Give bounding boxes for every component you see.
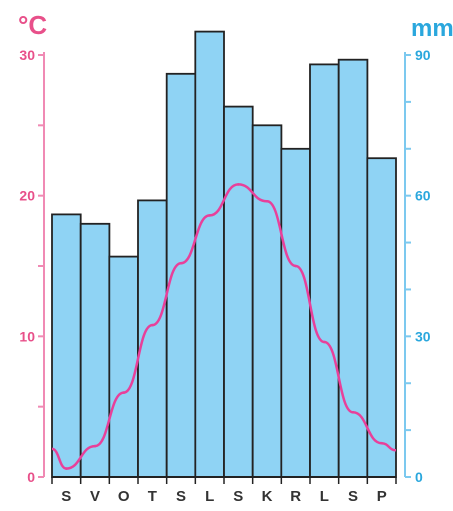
temperature-point-1 (65, 467, 68, 470)
temperature-point-2 (93, 444, 97, 448)
right-tick-label: 0 (415, 469, 423, 485)
temperature-point-5 (179, 261, 183, 265)
month-label-12: P (377, 488, 387, 505)
precip-bar-8 (251, 124, 283, 478)
month-label-1: S (61, 488, 71, 505)
left-tick-label: 30 (19, 47, 35, 63)
left-tick-label: 20 (19, 188, 35, 204)
month-label-4: T (148, 488, 157, 505)
month-label-5: S (176, 488, 186, 505)
left-tick-label: 0 (27, 469, 35, 485)
temperature-point-10 (323, 340, 326, 344)
precipitation-bars (51, 30, 397, 478)
right-tick-label: 90 (415, 47, 431, 63)
left-axis-unit: °C (18, 10, 47, 40)
temperature-line (51, 183, 397, 470)
precip-bar-12 (366, 157, 397, 478)
temperature-point-9 (294, 264, 298, 268)
month-label-7: S (233, 488, 243, 505)
precip-bar-2 (79, 222, 111, 478)
temperature-line-group (51, 183, 397, 470)
temperature-point-11 (351, 411, 355, 414)
month-label-11: S (348, 488, 358, 505)
right-axis-unit: mm (411, 15, 453, 42)
temperature-point-4 (151, 323, 154, 327)
temperature-point-8 (265, 200, 269, 203)
temperature-point-7 (237, 183, 240, 186)
precip-bar-9 (280, 147, 311, 478)
precip-bar-11 (337, 58, 369, 478)
temperature-point-12 (380, 441, 384, 445)
month-label-9: R (290, 488, 301, 505)
precip-bar-6 (194, 30, 225, 478)
left-tick-label: 10 (19, 328, 35, 344)
month-label-3: O (118, 488, 130, 505)
right-tick-label: 30 (415, 328, 431, 344)
precip-bar-3 (108, 255, 139, 478)
precip-bar-10 (309, 63, 340, 478)
temperature-point-3 (122, 391, 125, 394)
right-tick-label: 60 (415, 188, 431, 204)
month-label-10: L (320, 488, 329, 505)
temperature-point-6 (208, 214, 211, 217)
axis-ticks: 0 10 20 30 0 30 60 90 (19, 47, 430, 485)
precip-bar-1 (51, 213, 82, 478)
month-label-6: L (205, 488, 214, 505)
precip-bar-7 (223, 105, 254, 478)
month-label-8: K (262, 488, 273, 505)
month-label-2: V (90, 488, 100, 505)
